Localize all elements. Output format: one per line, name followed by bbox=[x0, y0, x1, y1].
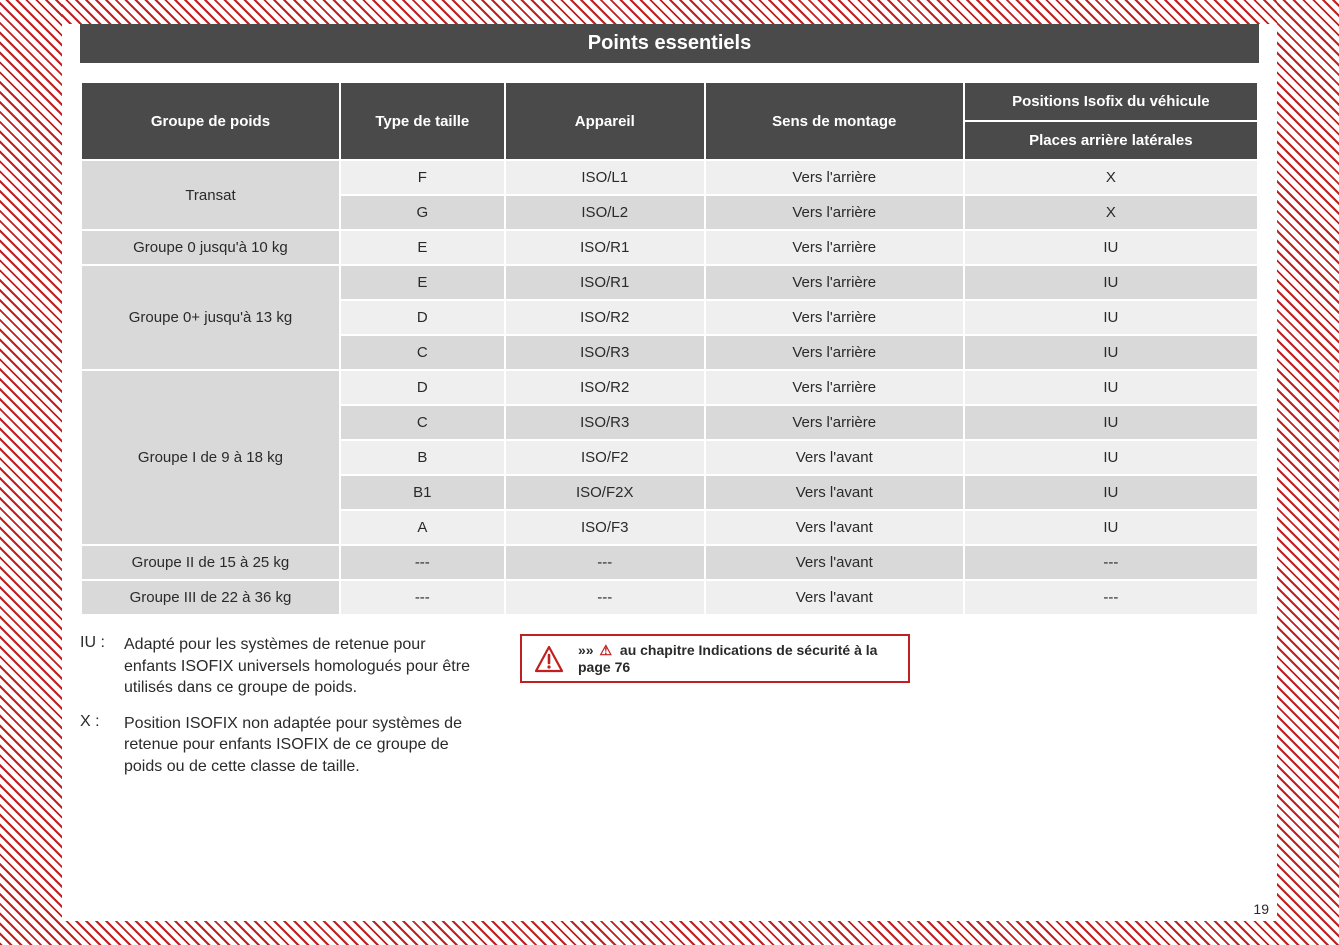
group-cell: Groupe I de 9 à 18 kg bbox=[81, 370, 340, 545]
cell-pos: X bbox=[964, 195, 1258, 230]
cell-direction: Vers l'avant bbox=[705, 475, 964, 510]
cell-direction: Vers l'avant bbox=[705, 440, 964, 475]
cell-pos: IU bbox=[964, 440, 1258, 475]
warning-box: »» ⚠ au chapitre Indications de sécurité… bbox=[520, 634, 910, 683]
cell-device: ISO/L2 bbox=[505, 195, 705, 230]
cell-device: ISO/R2 bbox=[505, 300, 705, 335]
col-header-positions: Positions Isofix du véhicule bbox=[964, 82, 1258, 121]
cell-size: B bbox=[340, 440, 505, 475]
group-cell: Groupe 0 jusqu'à 10 kg bbox=[81, 230, 340, 265]
hatch-border-left bbox=[0, 0, 62, 945]
cell-pos: IU bbox=[964, 510, 1258, 545]
cell-size: G bbox=[340, 195, 505, 230]
cell-device: ISO/R3 bbox=[505, 335, 705, 370]
table-row: Groupe II de 15 à 25 kg------Vers l'avan… bbox=[81, 545, 1258, 580]
legend-key: IU : bbox=[80, 634, 124, 699]
cell-pos: IU bbox=[964, 405, 1258, 440]
table-row: Groupe 0+ jusqu'à 13 kgEISO/R1Vers l'arr… bbox=[81, 265, 1258, 300]
hatch-border-bottom bbox=[0, 921, 1339, 945]
cell-device: ISO/L1 bbox=[505, 160, 705, 195]
cell-pos: IU bbox=[964, 335, 1258, 370]
cell-size: E bbox=[340, 230, 505, 265]
cell-direction: Vers l'arrière bbox=[705, 160, 964, 195]
hatch-border-top bbox=[0, 0, 1339, 24]
cell-pos: --- bbox=[964, 545, 1258, 580]
group-cell: Groupe 0+ jusqu'à 13 kg bbox=[81, 265, 340, 370]
page-content: Points essentiels Groupe de poids Type d… bbox=[62, 24, 1277, 921]
cell-device: ISO/F2X bbox=[505, 475, 705, 510]
cell-pos: IU bbox=[964, 475, 1258, 510]
warning-mini-icon: ⚠ bbox=[599, 642, 612, 658]
cell-direction: Vers l'avant bbox=[705, 545, 964, 580]
group-cell: Transat bbox=[81, 160, 340, 230]
cell-direction: Vers l'arrière bbox=[705, 335, 964, 370]
legend-key: X : bbox=[80, 713, 124, 778]
table-row: Groupe III de 22 à 36 kg------Vers l'ava… bbox=[81, 580, 1258, 615]
legend-row: IU :Adapté pour les systèmes de retenue … bbox=[80, 634, 480, 699]
cell-size: C bbox=[340, 335, 505, 370]
col-subheader-positions: Places arrière latérales bbox=[964, 121, 1258, 160]
col-header-size: Type de taille bbox=[340, 82, 505, 160]
cell-direction: Vers l'arrière bbox=[705, 195, 964, 230]
warning-chevrons: »» bbox=[578, 642, 594, 658]
cell-pos: IU bbox=[964, 265, 1258, 300]
cell-pos: X bbox=[964, 160, 1258, 195]
legend-text: Adapté pour les systèmes de retenue pour… bbox=[124, 634, 480, 699]
cell-direction: Vers l'arrière bbox=[705, 370, 964, 405]
group-cell: Groupe III de 22 à 36 kg bbox=[81, 580, 340, 615]
legend-text: Position ISOFIX non adaptée pour systè­m… bbox=[124, 713, 480, 778]
col-header-device: Appareil bbox=[505, 82, 705, 160]
cell-size: B1 bbox=[340, 475, 505, 510]
table-row: Groupe 0 jusqu'à 10 kgEISO/R1Vers l'arri… bbox=[81, 230, 1258, 265]
cell-direction: Vers l'avant bbox=[705, 510, 964, 545]
col-header-direction: Sens de montage bbox=[705, 82, 964, 160]
warning-message: au chapitre Indications de sécurité à la… bbox=[578, 642, 877, 675]
col-header-group: Groupe de poids bbox=[81, 82, 340, 160]
cell-direction: Vers l'avant bbox=[705, 580, 964, 615]
cell-device: --- bbox=[505, 580, 705, 615]
cell-size: D bbox=[340, 370, 505, 405]
page-number: 19 bbox=[1253, 901, 1269, 917]
cell-device: ISO/R3 bbox=[505, 405, 705, 440]
cell-direction: Vers l'arrière bbox=[705, 230, 964, 265]
cell-pos: IU bbox=[964, 230, 1258, 265]
cell-size: C bbox=[340, 405, 505, 440]
cell-pos: IU bbox=[964, 370, 1258, 405]
cell-pos: IU bbox=[964, 300, 1258, 335]
cell-direction: Vers l'arrière bbox=[705, 265, 964, 300]
cell-direction: Vers l'arrière bbox=[705, 300, 964, 335]
cell-pos: --- bbox=[964, 580, 1258, 615]
cell-direction: Vers l'arrière bbox=[705, 405, 964, 440]
warning-text: »» ⚠ au chapitre Indications de sécurité… bbox=[578, 642, 896, 675]
page-title: Points essentiels bbox=[80, 24, 1259, 63]
cell-size: --- bbox=[340, 580, 505, 615]
legend-definitions: IU :Adapté pour les systèmes de retenue … bbox=[80, 634, 480, 792]
legend-row: X :Position ISOFIX non adaptée pour syst… bbox=[80, 713, 480, 778]
group-cell: Groupe II de 15 à 25 kg bbox=[81, 545, 340, 580]
cell-size: E bbox=[340, 265, 505, 300]
cell-device: ISO/F2 bbox=[505, 440, 705, 475]
cell-size: F bbox=[340, 160, 505, 195]
cell-size: A bbox=[340, 510, 505, 545]
cell-device: ISO/F3 bbox=[505, 510, 705, 545]
cell-device: ISO/R1 bbox=[505, 230, 705, 265]
warning-icon bbox=[534, 645, 564, 673]
cell-device: --- bbox=[505, 545, 705, 580]
table-row: Groupe I de 9 à 18 kgDISO/R2Vers l'arriè… bbox=[81, 370, 1258, 405]
isofix-table: Groupe de poids Type de taille Appareil … bbox=[80, 81, 1259, 616]
cell-size: D bbox=[340, 300, 505, 335]
legend-area: IU :Adapté pour les systèmes de retenue … bbox=[80, 634, 1259, 792]
cell-size: --- bbox=[340, 545, 505, 580]
table-row: TransatFISO/L1Vers l'arrièreX bbox=[81, 160, 1258, 195]
cell-device: ISO/R2 bbox=[505, 370, 705, 405]
hatch-border-right bbox=[1277, 0, 1339, 945]
cell-device: ISO/R1 bbox=[505, 265, 705, 300]
